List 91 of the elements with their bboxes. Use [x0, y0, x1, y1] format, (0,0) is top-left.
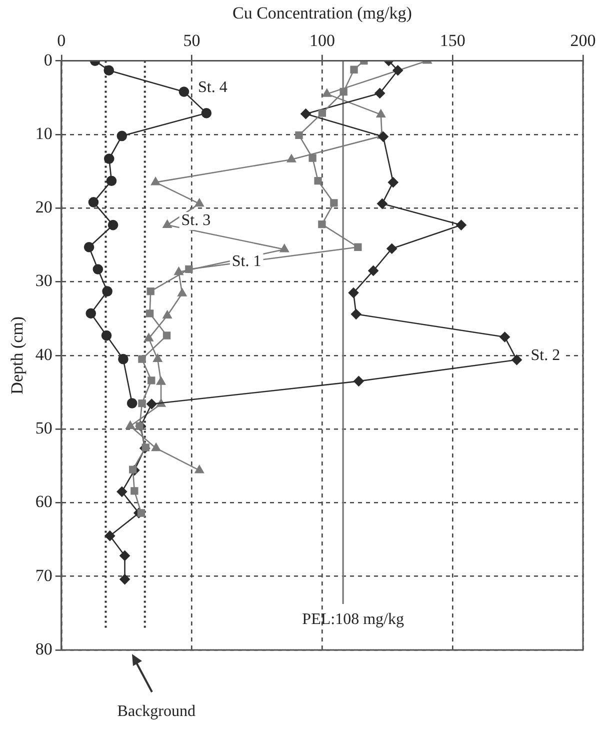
point [340, 88, 348, 96]
point [104, 154, 114, 164]
point [126, 420, 135, 430]
point [162, 310, 172, 319]
y-tick-label: 40 [35, 344, 52, 364]
point [108, 220, 118, 230]
annotation: St. 3 [181, 212, 211, 230]
point [388, 177, 398, 188]
point [201, 108, 212, 118]
point [280, 244, 289, 252]
point [194, 198, 204, 207]
point [120, 574, 130, 584]
point [354, 376, 364, 386]
point [120, 550, 130, 561]
point [178, 86, 190, 97]
point [456, 220, 466, 230]
point [286, 154, 296, 162]
point [138, 355, 146, 363]
point [368, 266, 378, 276]
point [377, 198, 388, 209]
x-tick-label: 50 [183, 31, 200, 50]
point [102, 286, 112, 296]
point [86, 308, 96, 319]
point [152, 443, 161, 452]
ref-line-label: PEL:108 mg/kg [302, 611, 404, 628]
point [378, 132, 388, 142]
point [104, 65, 114, 76]
x-tick-label: 0 [57, 31, 66, 50]
point [178, 288, 187, 296]
point [330, 199, 338, 207]
point [106, 176, 117, 186]
annotation: St. 4 [198, 78, 228, 96]
point [295, 131, 303, 140]
point [144, 333, 154, 342]
point [101, 330, 112, 341]
y-tick-label: 20 [35, 198, 52, 217]
y-tick-label: 30 [35, 271, 52, 290]
point [156, 376, 166, 385]
point [185, 265, 193, 274]
x-tick-label: 100 [309, 31, 335, 50]
x-axis-title: Cu Concentration (mg/kg) [232, 4, 412, 23]
point [116, 486, 128, 497]
point [376, 109, 386, 118]
point [146, 398, 157, 410]
point [392, 65, 403, 76]
point [153, 354, 162, 362]
point [146, 310, 154, 318]
point [348, 288, 359, 298]
point [148, 376, 156, 384]
y-tick-label: 50 [35, 418, 52, 438]
point [118, 354, 128, 364]
y-axis-title: Depth (cm) [8, 316, 27, 394]
x-tick-label: 150 [440, 31, 466, 50]
point [500, 332, 510, 342]
point [88, 197, 99, 208]
y-tick-label: 70 [35, 566, 52, 585]
point [146, 287, 154, 296]
point [308, 154, 316, 162]
point [318, 220, 326, 228]
point [322, 88, 332, 97]
annotation: St. 2 [530, 347, 560, 364]
point [350, 309, 362, 320]
point [137, 509, 146, 517]
point [512, 354, 522, 365]
point [116, 130, 128, 142]
point [162, 220, 172, 228]
x-tick-label: 200 [570, 31, 596, 50]
point [126, 398, 138, 408]
point [318, 109, 326, 117]
y-tick-label: 0 [44, 50, 52, 70]
point [354, 243, 362, 251]
y-tick-label: 10 [35, 124, 52, 143]
point [300, 108, 311, 119]
annotation: St. 1 [232, 252, 262, 270]
point [92, 264, 104, 274]
point [130, 487, 138, 495]
point [174, 267, 184, 276]
point [162, 332, 171, 340]
point [314, 177, 322, 185]
point [151, 177, 160, 186]
point [194, 465, 204, 474]
text: Background [117, 703, 196, 720]
point [138, 399, 146, 408]
point [84, 242, 94, 252]
point [104, 530, 116, 541]
y-tick-label: 80 [35, 639, 52, 658]
y-tick-label: 60 [35, 492, 52, 512]
point [142, 444, 150, 452]
point [350, 66, 358, 74]
point [374, 88, 385, 98]
point [386, 243, 397, 254]
